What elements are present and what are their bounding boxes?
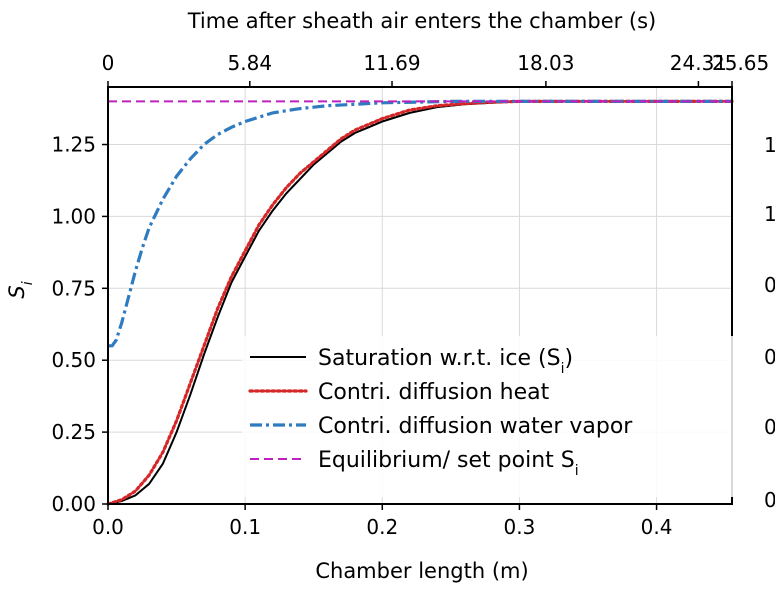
y-tick-label: 0.75 xyxy=(51,276,96,300)
y-tick-label: 0.25 xyxy=(51,420,96,444)
right-axis-tick-labels: 1 1 0 0 0 0 xyxy=(764,133,775,512)
x-tick-label: 0.3 xyxy=(504,515,536,539)
y-axis-title: Si xyxy=(5,281,36,298)
legend-label-0: Saturation w.r.t. ice (Si) xyxy=(318,346,573,377)
x-tick-label: 0.0 xyxy=(92,515,124,539)
top-tick-label: 0 xyxy=(102,51,115,75)
y-tick-label: 0.50 xyxy=(51,348,96,372)
x-tick-label: 0.4 xyxy=(641,515,673,539)
top-tick-label: 24.31 xyxy=(670,51,727,75)
right-axis-tick-label: 0 xyxy=(764,273,775,297)
legend: Saturation w.r.t. ice (Si) Contri. diffus… xyxy=(242,336,754,497)
top-tick-label: 18.03 xyxy=(517,51,574,75)
y-tick-label: 1.25 xyxy=(51,133,96,157)
top-tick-label: 11.69 xyxy=(363,51,420,75)
right-axis-tick-label: 1 xyxy=(764,202,775,226)
y-tick-label: 0.00 xyxy=(51,492,96,516)
legend-label-2: Contri. diffusion water vapor xyxy=(318,414,633,439)
plot-frame xyxy=(107,86,733,505)
tick-labels: 0.0 0.1 0.2 0.3 0.4 0.00 0.25 0.50 0.75 1.00 1.25 0… xyxy=(51,51,769,539)
legend-box xyxy=(242,336,754,497)
series-layer xyxy=(106,99,734,506)
right-axis-tick-label: 0 xyxy=(764,488,775,512)
right-axis-tick-label: 0 xyxy=(764,415,775,439)
top-tick-label: 5.84 xyxy=(228,51,273,75)
x-tick-label: 0.1 xyxy=(229,515,261,539)
y-tick-label: 1.00 xyxy=(51,204,96,228)
legend-label-3: Equilibrium/ set point Si xyxy=(318,448,579,479)
top-axis-title: Time after sheath air enters the chamber… xyxy=(187,9,657,33)
x-axis-title: Chamber length (m) xyxy=(315,559,528,583)
x-tick-label: 0.2 xyxy=(366,515,398,539)
right-axis-tick-label: 1 xyxy=(764,133,775,157)
series-line-2 xyxy=(108,99,732,348)
axes xyxy=(102,81,733,510)
legend-label-1: Contri. diffusion heat xyxy=(318,380,550,405)
right-axis-tick-label: 0 xyxy=(764,345,775,369)
top-tick-label: 25.65 xyxy=(712,51,769,75)
